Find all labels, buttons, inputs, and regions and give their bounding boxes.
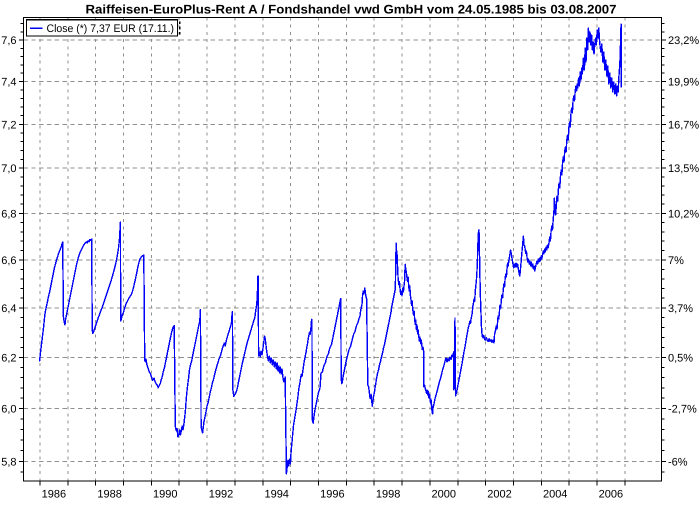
svg-text:Close (*) 7,37 EUR (17.11.): Close (*) 7,37 EUR (17.11.) — [47, 23, 175, 35]
svg-text:6,4: 6,4 — [1, 303, 16, 315]
svg-text:1992: 1992 — [209, 489, 233, 501]
svg-text:1990: 1990 — [153, 489, 177, 501]
svg-text:1996: 1996 — [320, 489, 344, 501]
svg-text:7,2: 7,2 — [1, 119, 16, 131]
svg-text:19,9%: 19,9% — [668, 77, 699, 89]
svg-text:1998: 1998 — [376, 489, 400, 501]
svg-text:6,0: 6,0 — [1, 404, 16, 416]
svg-text:3,7%: 3,7% — [668, 303, 693, 315]
svg-text:2004: 2004 — [543, 489, 567, 501]
svg-text:7%: 7% — [668, 255, 684, 267]
svg-text:1994: 1994 — [264, 489, 288, 501]
svg-text:13,5%: 13,5% — [668, 163, 699, 175]
svg-text:6,6: 6,6 — [1, 255, 16, 267]
svg-text:7,6: 7,6 — [1, 35, 16, 47]
svg-text:-6%: -6% — [668, 456, 688, 468]
svg-text:1986: 1986 — [42, 489, 66, 501]
svg-text:0,5%: 0,5% — [668, 352, 693, 364]
svg-text:7,0: 7,0 — [1, 163, 16, 175]
svg-text:1988: 1988 — [97, 489, 121, 501]
svg-text:Raiffeisen-EuroPlus-Rent A / F: Raiffeisen-EuroPlus-Rent A / Fondshandel… — [86, 3, 617, 17]
svg-text:23,2%: 23,2% — [668, 35, 699, 47]
svg-text:2002: 2002 — [487, 489, 511, 501]
svg-text:6,2: 6,2 — [1, 352, 16, 364]
svg-text:16,7%: 16,7% — [668, 119, 699, 131]
svg-text:-2,7%: -2,7% — [668, 404, 697, 416]
svg-text:6,8: 6,8 — [1, 208, 16, 220]
svg-text:7,4: 7,4 — [1, 77, 16, 89]
svg-text:2000: 2000 — [432, 489, 456, 501]
svg-text:2006: 2006 — [599, 489, 623, 501]
svg-text:10,2%: 10,2% — [668, 208, 699, 220]
svg-text:5,8: 5,8 — [1, 456, 16, 468]
